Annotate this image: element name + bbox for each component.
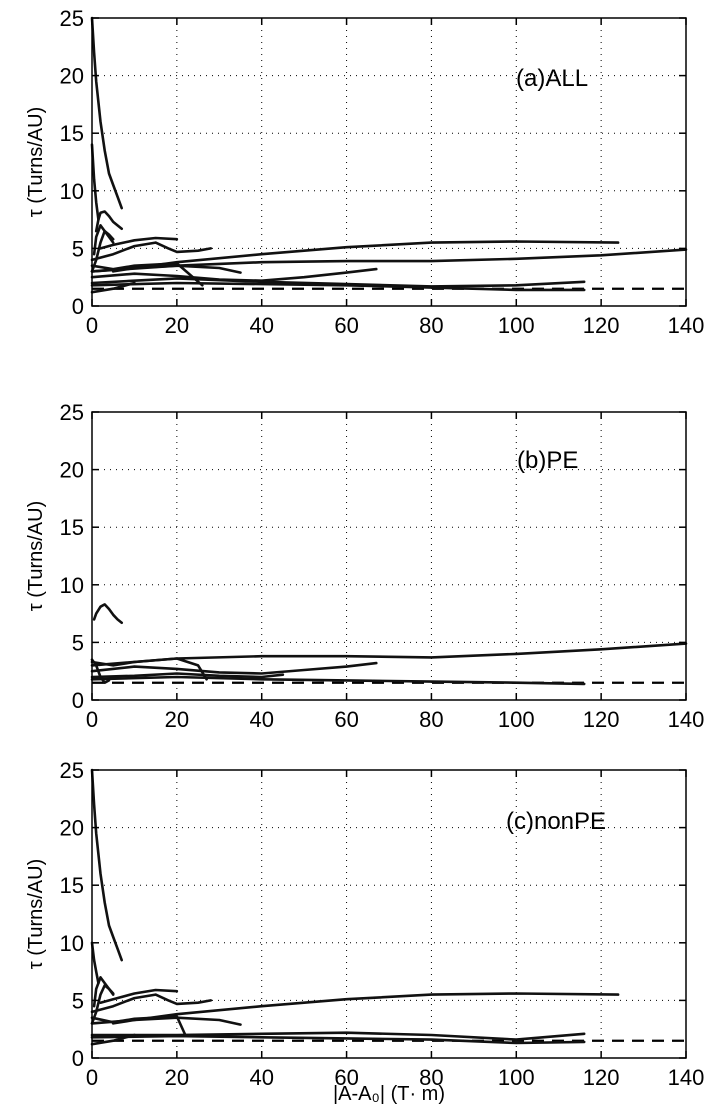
panel-a-x-tick-label: 0	[86, 313, 98, 338]
panel-b-series-line-7	[90, 658, 111, 685]
panel-a-series-line-14	[90, 262, 204, 287]
panel-b-label: (b)PE	[517, 447, 578, 474]
panel-c-x-ticks: 0 20 40 60 80 100 120 140	[86, 770, 704, 1090]
panel-c-y-ticks: 0 5 10 15 20 25	[60, 758, 686, 1071]
panel-c-x-tick-label: 80	[419, 1065, 443, 1090]
panel-b-pe: 0 20 40 60 80 100 120 140 0 5 10 15 20 25 τ (Turns/A…	[25, 400, 704, 732]
panel-a-y-tick-label: 5	[72, 236, 84, 261]
panel-c-y-axis-label: τ (Turns/AU)	[25, 859, 47, 970]
panel-a-series-line-5	[90, 229, 115, 273]
panel-c-axes-box	[91, 769, 687, 1059]
panel-c-series-line-9	[90, 1034, 586, 1045]
panel-c-series-line-12	[90, 1033, 136, 1046]
panel-c-series-line-2	[90, 941, 100, 985]
panel-c-x-tick-label: 120	[583, 1065, 620, 1090]
panel-a-axes-box	[91, 17, 687, 307]
panel-b-x-ticks: 0 20 40 60 80 100 120 140	[86, 412, 704, 732]
panel-b-axes-box	[91, 411, 687, 701]
panel-b-y-ticks: 0 5 10 15 20 25	[60, 400, 686, 713]
panel-b-x-tick-label: 60	[334, 707, 358, 732]
panel-a-series-line-9	[90, 248, 688, 273]
panel-b-y-tick-label: 15	[60, 515, 84, 540]
panel-c-y-tick-label: 15	[60, 873, 84, 898]
panel-b-series-line-2	[90, 642, 688, 667]
panel-c-x-tick-label: 40	[249, 1065, 273, 1090]
panel-b-y-tick-label: 10	[60, 573, 84, 598]
panel-c-y-tick-label: 20	[60, 816, 84, 841]
panel-b-y-axis-label: τ (Turns/AU)	[25, 501, 47, 612]
panel-c-series	[90, 768, 620, 1046]
panel-b-x-tick-label: 80	[419, 707, 443, 732]
panel-a-y-axis-label: τ (Turns/AU)	[25, 107, 47, 218]
panel-b-x-tick-label: 40	[249, 707, 273, 732]
panel-a-x-tick-label: 100	[498, 313, 535, 338]
panel-a-all: 0 20 40 60 80 100 120 140 0 5 10 15 20 25 τ (Turns/A…	[25, 6, 704, 338]
panel-a-y-tick-label: 20	[60, 64, 84, 89]
panel-b-series-line-3	[90, 661, 378, 675]
panel-a-series-line-4	[92, 224, 115, 256]
panel-c-y-tick-label: 5	[72, 988, 84, 1013]
panel-c-grid	[92, 770, 686, 1058]
panel-a-label: (a)ALL	[516, 65, 588, 92]
panel-a-y-tick-label: 15	[60, 121, 84, 146]
panel-c-x-tick-label: 20	[165, 1065, 189, 1090]
panel-a-y-tick-label: 0	[72, 294, 84, 319]
panel-b-x-tick-label: 120	[583, 707, 620, 732]
panel-c-series-line-11	[90, 1015, 187, 1037]
panel-c-y-tick-label: 0	[72, 1046, 84, 1071]
panel-c-series-line-4	[90, 984, 115, 1025]
panel-a-series	[90, 16, 688, 294]
panel-b-x-tick-label: 140	[668, 707, 705, 732]
panel-a-y-ticks: 0 5 10 15 20 25	[60, 6, 686, 319]
panel-a-x-tick-label: 120	[583, 313, 620, 338]
panel-b-x-tick-label: 20	[165, 707, 189, 732]
panel-a-series-line-1	[90, 16, 123, 210]
panel-b-grid	[92, 412, 686, 700]
panel-c-series-line-5	[99, 988, 179, 1005]
panel-a-x-tick-label: 80	[419, 313, 443, 338]
panel-c-y-tick-label: 10	[60, 931, 84, 956]
panel-c-label: (c)nonPE	[506, 808, 606, 835]
panel-b-y-tick-label: 25	[60, 400, 84, 425]
panel-b-x-tick-label: 100	[498, 707, 535, 732]
panel-c-y-tick-label: 25	[60, 758, 84, 783]
panel-a-x-tick-label: 40	[249, 313, 273, 338]
panel-b-y-tick-label: 5	[72, 630, 84, 655]
panel-a-x-tick-label: 60	[334, 313, 358, 338]
panel-c-x-tick-label: 0	[86, 1065, 98, 1090]
panel-a-grid	[92, 18, 686, 306]
panel-a-y-tick-label: 10	[60, 179, 84, 204]
panel-b-series	[90, 603, 688, 686]
panel-c-series-line-6	[90, 993, 213, 1014]
panel-a-series-line-3	[94, 210, 123, 233]
panel-c-x-tick-label: 100	[498, 1065, 535, 1090]
panel-c-x-axis-label: |A-A₀| (T· m)	[333, 1083, 445, 1105]
panel-a-x-ticks: 0 20 40 60 80 100 120 140	[86, 18, 704, 338]
panel-a-x-tick-label: 140	[668, 313, 705, 338]
panel-b-series-line-4	[90, 675, 586, 686]
panel-b-x-tick-label: 0	[86, 707, 98, 732]
panel-a-series-line-12	[90, 281, 586, 292]
panel-c-nonpe: 0 20 40 60 80 100 120 140 0 5 10 15 20 25 τ (Turns/A…	[25, 758, 704, 1105]
panel-c-x-tick-label: 60	[334, 1065, 358, 1090]
panel-a-series-line-13	[111, 264, 242, 274]
panel-b-y-tick-label: 20	[60, 458, 84, 483]
panel-c-series-line-1	[90, 768, 123, 962]
panel-b-series-line-6	[90, 672, 285, 679]
panel-a-x-tick-label: 20	[165, 313, 189, 338]
panel-b-series-line-5	[90, 657, 208, 681]
panel-c-x-tick-label: 140	[668, 1065, 705, 1090]
panel-a-series-line-15	[90, 281, 136, 294]
panel-a-series-line-6	[99, 236, 179, 250]
panel-b-series-line-1	[92, 603, 123, 625]
panel-a-series-line-7	[90, 241, 213, 262]
panel-a-y-tick-label: 25	[60, 6, 84, 31]
panel-b-y-tick-label: 0	[72, 688, 84, 713]
